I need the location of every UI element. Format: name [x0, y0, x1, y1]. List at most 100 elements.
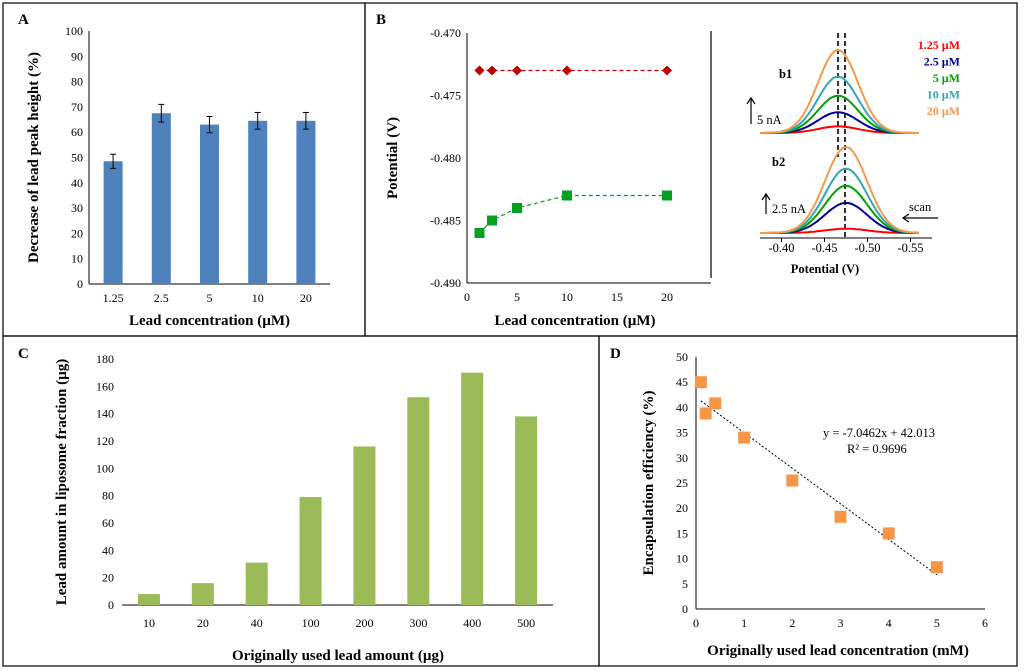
y-tick-label: 15	[676, 526, 688, 540]
y-tick-label: 160	[96, 379, 114, 393]
scan-label: scan	[909, 200, 932, 214]
bar	[353, 446, 376, 605]
voltammogram-b1	[759, 48, 919, 134]
y-axis-title: Lead amount in liposome fraction (µg)	[54, 359, 70, 606]
voltammogram-b1	[760, 75, 919, 134]
y-tick-label: -0.480	[430, 151, 461, 165]
inset-tick-label: -0.45	[811, 241, 837, 255]
x-tick-label: 5	[514, 290, 520, 304]
data-point	[512, 203, 522, 213]
bar	[407, 397, 430, 605]
x-tick-label: 1	[741, 616, 747, 630]
y-tick-label: 40	[102, 543, 114, 557]
bar	[151, 113, 171, 284]
x-tick-label: 20	[300, 291, 312, 305]
series-line-green	[479, 194, 667, 234]
data-point	[487, 215, 497, 226]
x-tick-label: 3	[838, 616, 844, 630]
data-point	[738, 431, 751, 444]
bar	[461, 372, 484, 605]
y-tick-label: 50	[71, 151, 83, 165]
x-tick-label: 40	[251, 616, 263, 630]
bar	[296, 120, 316, 284]
x-tick-label: 15	[611, 290, 623, 304]
x-axis-title: Originally used lead concentration (mM)	[707, 643, 969, 659]
y-tick-label: 80	[71, 75, 83, 89]
inset-x-axis-title: Potential (V)	[791, 262, 859, 276]
scale-arrowhead-b1	[746, 96, 756, 105]
data-point	[834, 510, 847, 523]
voltammogram-b1	[760, 94, 919, 134]
bar	[191, 583, 214, 605]
panel-label-b: B	[376, 12, 386, 28]
legend-entry: 5 µM	[933, 71, 960, 85]
y-tick-label: 10	[71, 252, 83, 266]
inset-tick-label: -0.55	[897, 241, 923, 255]
panel-a-chart: 0 10 20 30 40 50 60 70 80 90 100 1.25 2.5 5 10 20 Lead c…	[26, 24, 330, 329]
x-axis-title: Originally used lead amount (µg)	[232, 648, 444, 664]
y-tick-label: 45	[676, 375, 688, 389]
y-tick-label: 25	[676, 476, 688, 490]
y-axis-title: Encapsulation efficiency (%)	[641, 391, 657, 576]
x-tick-label: 100	[302, 616, 320, 630]
data-point	[930, 561, 943, 574]
voltammogram-b2	[760, 146, 920, 234]
x-tick-label: 500	[517, 616, 535, 630]
scan-arrowhead	[901, 213, 910, 223]
y-tick-label: 20	[71, 226, 83, 240]
x-tick-label: 6	[982, 616, 988, 630]
y-tick-label: 140	[96, 407, 114, 421]
legend-entry: 10 µM	[927, 88, 960, 102]
y-tick-label: 0	[108, 598, 114, 612]
x-tick-label: 0	[693, 616, 699, 630]
y-tick-label: -0.470	[430, 26, 461, 40]
x-tick-label: 20	[661, 290, 673, 304]
data-point	[882, 527, 895, 540]
data-point	[662, 190, 672, 201]
trendline	[700, 400, 938, 576]
y-tick-label: -0.490	[430, 276, 461, 290]
x-tick-label: 10	[252, 291, 264, 305]
bar	[245, 562, 268, 605]
x-tick-label: 10	[143, 616, 155, 630]
y-tick-label: 50	[676, 350, 688, 364]
y-axis-title: Decrease of lead peak height (%)	[26, 52, 42, 263]
inset-tick-label: -0.40	[768, 241, 794, 255]
y-tick-label: 60	[102, 516, 114, 530]
x-axis-title: Lead concentration (µM)	[129, 313, 290, 329]
y-tick-label: 90	[71, 49, 83, 63]
x-tick-label: 2.5	[154, 291, 169, 305]
x-axis-title: Lead concentration (µM)	[494, 313, 655, 329]
data-point	[662, 65, 672, 76]
legend-entry: 1.25 µM	[918, 38, 960, 52]
legend-entry: 2.5 µM	[924, 55, 960, 69]
panel-c-chart: 0 20 40 60 80 100 120 140 160 180 10 20 40 100 200 300 4…	[54, 352, 553, 664]
y-tick-label: 80	[102, 489, 114, 503]
scale-label-b1: 5 nA	[757, 113, 782, 127]
y-tick-label: 40	[676, 400, 688, 414]
y-tick-label: 0	[77, 277, 83, 291]
x-tick-label: 10	[561, 290, 573, 304]
y-axis-title: Potential (V)	[385, 117, 401, 199]
x-tick-label: 1.25	[103, 291, 124, 305]
bar	[103, 161, 123, 284]
panel-d-frame	[598, 335, 1018, 667]
data-point	[474, 65, 485, 76]
panel-b-frame	[364, 2, 1018, 337]
inset-label-b2: b2	[772, 155, 785, 169]
y-tick-label: 100	[96, 461, 114, 475]
x-tick-label: 5	[207, 291, 213, 305]
panel-b-inset: -0.40 -0.45 -0.50 -0.55 Potential (V) b1 b2 5 n…	[746, 33, 960, 276]
y-tick-label: -0.485	[430, 214, 461, 228]
data-point	[512, 65, 522, 76]
y-tick-label: 35	[676, 426, 688, 440]
x-tick-label: 2	[789, 616, 795, 630]
y-tick-label: 30	[676, 451, 688, 465]
bar	[248, 120, 268, 284]
data-point	[709, 397, 722, 410]
bar	[137, 594, 160, 605]
data-point	[699, 407, 712, 420]
trendline-equation: y = -7.0462x + 42.013	[823, 426, 935, 440]
x-tick-label: 4	[886, 616, 892, 630]
